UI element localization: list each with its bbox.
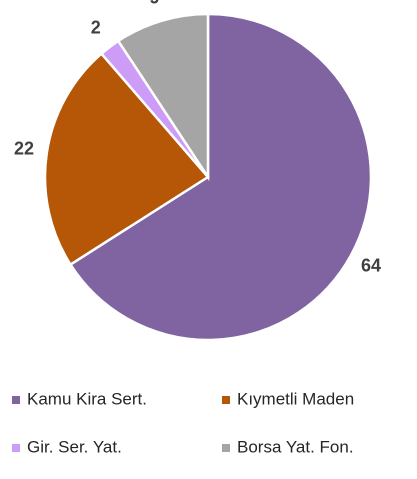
data-label: 64 xyxy=(361,255,381,275)
legend-marker xyxy=(222,396,230,404)
data-label: 9 xyxy=(150,0,160,8)
data-label: 22 xyxy=(14,139,34,159)
legend-label: Kamu Kira Sert. xyxy=(27,389,147,408)
pie-slice xyxy=(43,51,210,267)
data-label: 2 xyxy=(91,17,101,37)
legend-marker xyxy=(12,444,20,452)
legend-marker xyxy=(222,444,230,452)
legend-label: Kıymetli Maden xyxy=(237,389,354,408)
legend-label: Gir. Ser. Yat. xyxy=(27,437,122,456)
legend-label: Borsa Yat. Fon. xyxy=(237,437,354,456)
pie-slice xyxy=(116,12,210,182)
legend-marker xyxy=(12,396,20,404)
pie-slice xyxy=(68,12,373,342)
